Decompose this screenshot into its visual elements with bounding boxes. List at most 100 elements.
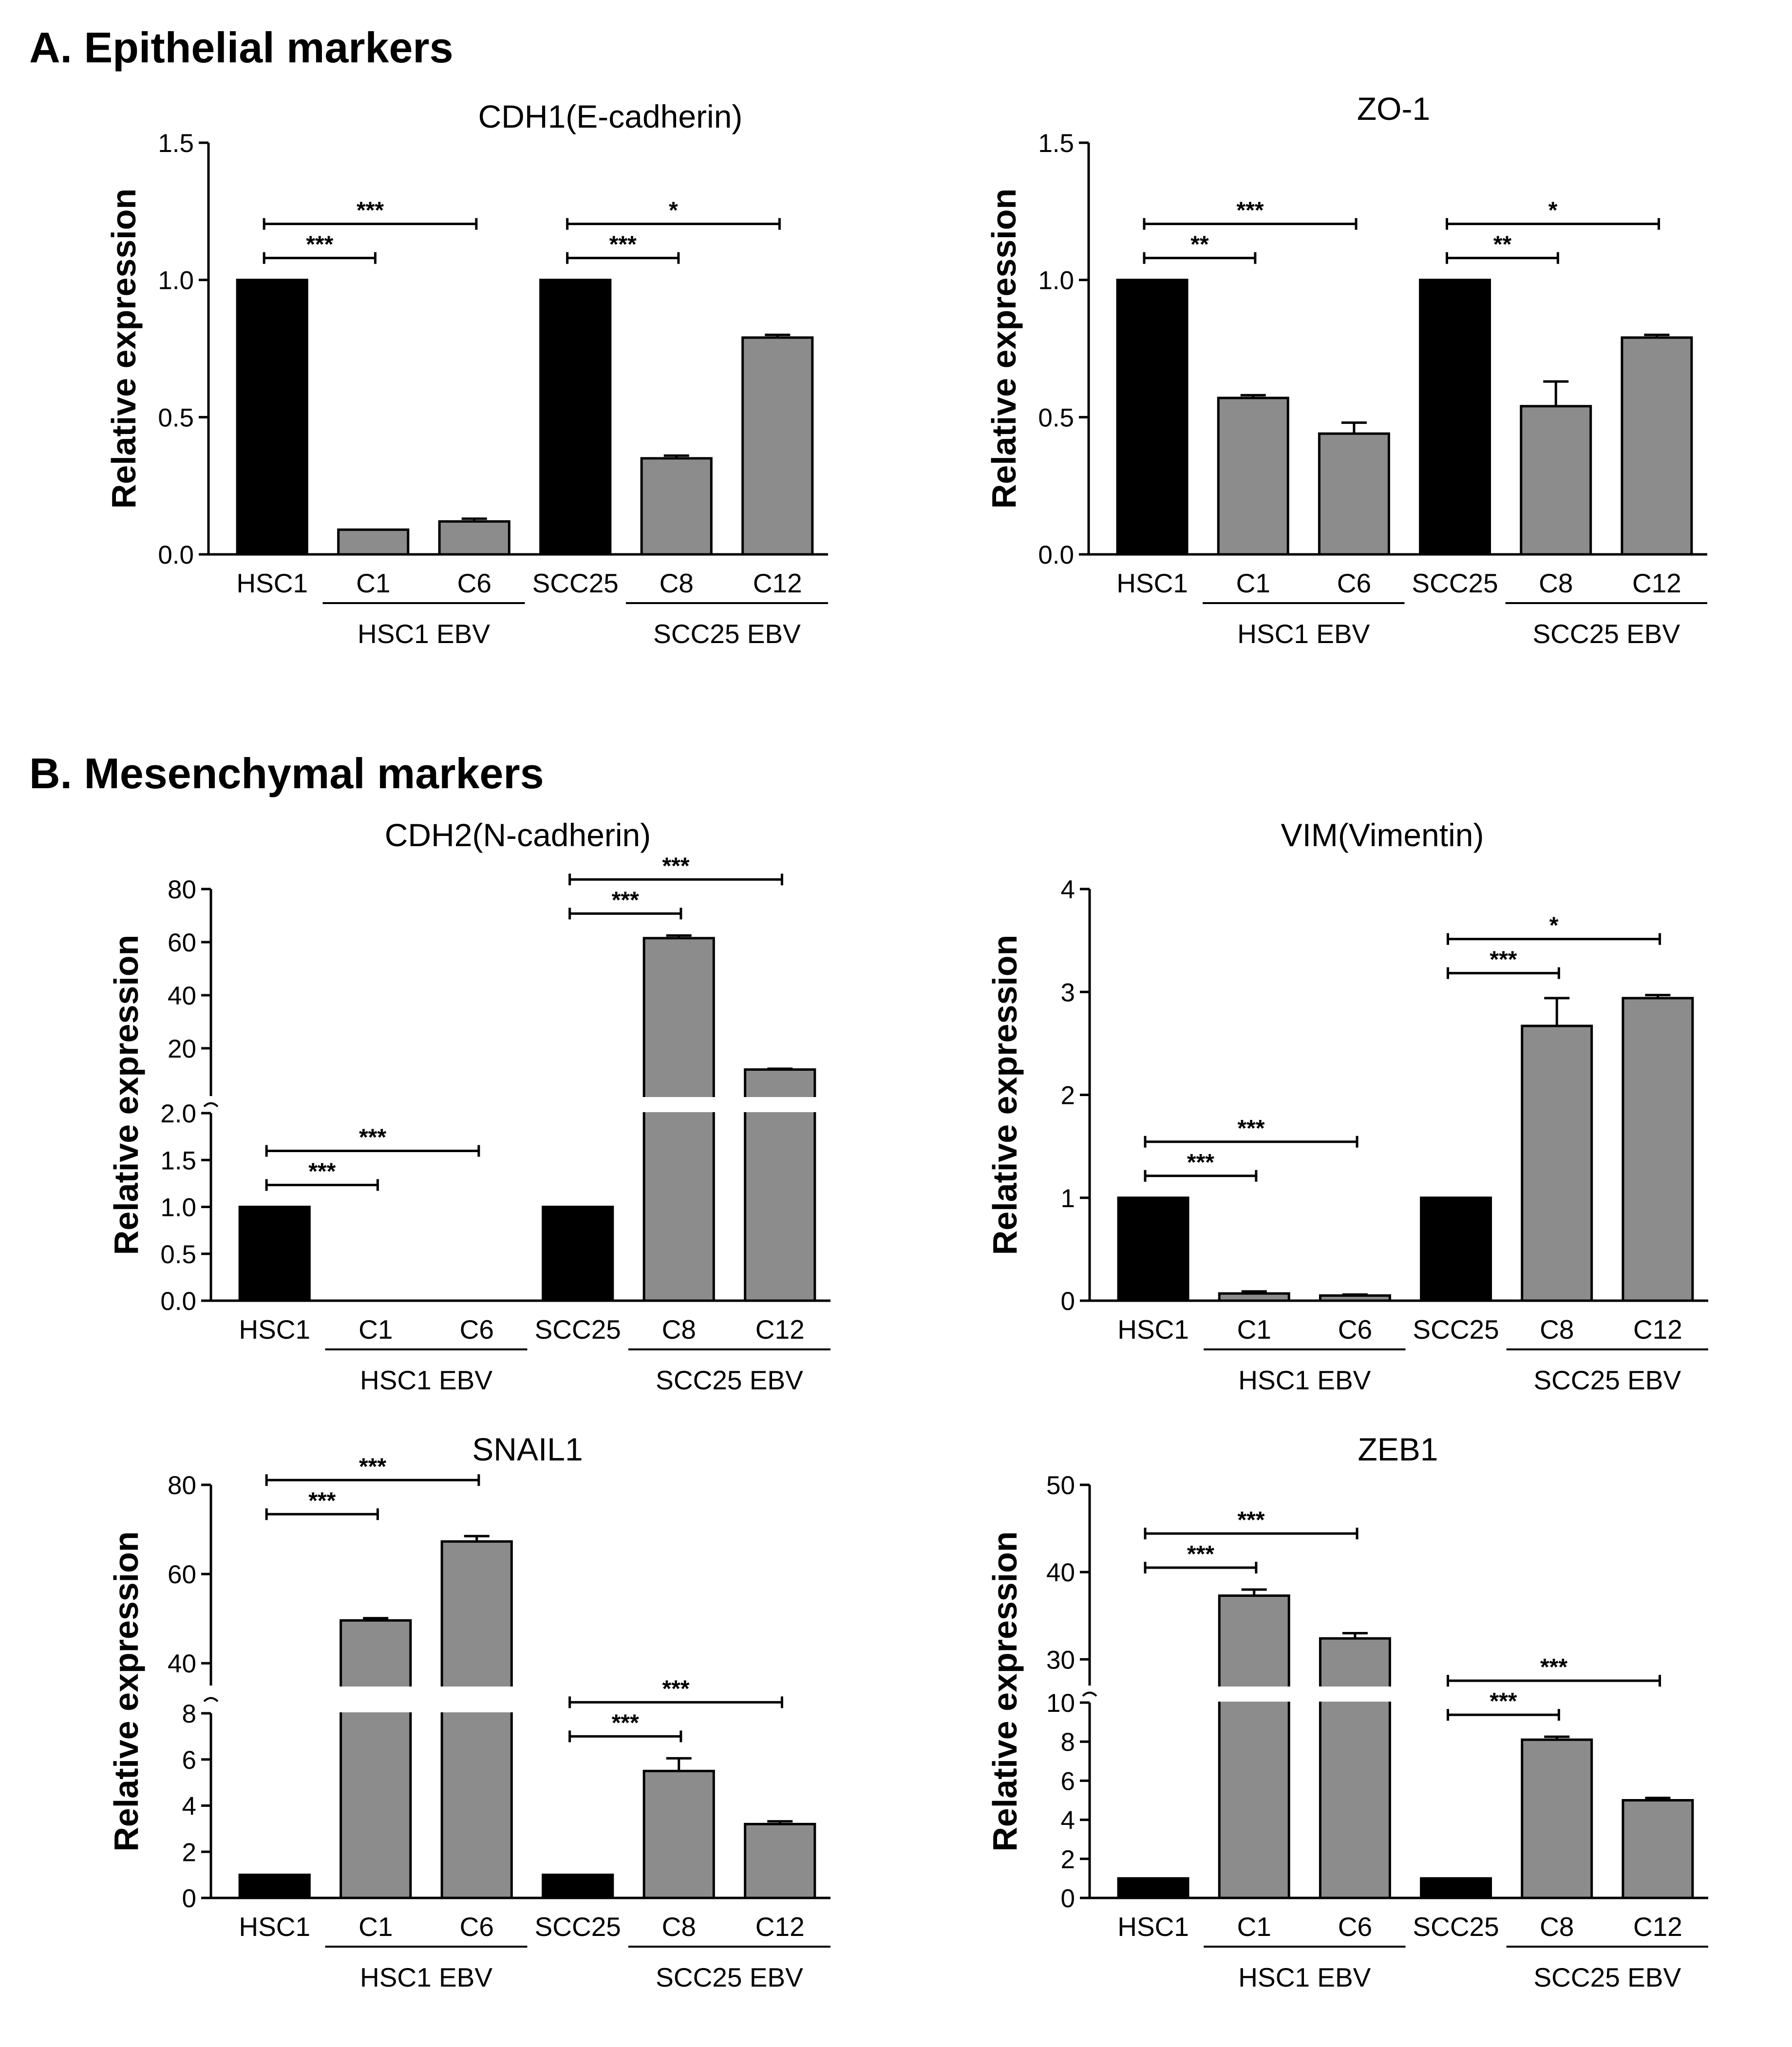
significance-label: *** — [1238, 1507, 1265, 1533]
x-tick-label: C8 — [1540, 1314, 1574, 1345]
bar-C1 — [1218, 1292, 1290, 1302]
y-tick-label: 0.5 — [160, 1240, 196, 1269]
significance-label: * — [1548, 198, 1558, 224]
chart-title: SNAIL1 — [472, 1431, 583, 1467]
y-tick-label: 40 — [168, 982, 196, 1010]
bar-SCC25 — [1420, 1196, 1492, 1302]
y-tick-label: 1.0 — [158, 266, 194, 295]
chart-6: ZEB1 Relative expression 0 2 4 6 8 10 30 40 50 HSC1… — [986, 1431, 1708, 1992]
bar-break-gap — [1318, 1687, 1392, 1702]
group-label: HSC1 EBV — [1238, 1962, 1371, 1992]
bar-C1 — [340, 1619, 412, 1899]
section-a-title: A. Epithelial markers — [29, 23, 453, 72]
significance-label: *** — [612, 1710, 639, 1736]
group-label: HSC1 EBV — [360, 1365, 492, 1395]
group-label: SCC25 EBV — [656, 1365, 803, 1395]
bar-C8 — [1520, 405, 1592, 556]
y-tick-label: 2 — [1061, 1845, 1075, 1874]
bar-break-gap — [339, 1687, 413, 1712]
bar-C6 — [1319, 1294, 1391, 1302]
x-tick-label: C8 — [660, 568, 694, 598]
y-tick-label: 4 — [1061, 875, 1075, 904]
y-tick-label: 60 — [168, 929, 196, 957]
y-tick-label: 6 — [182, 1746, 196, 1775]
y-tick-label: 0.5 — [158, 403, 194, 432]
x-tick-label: C6 — [457, 568, 491, 598]
y-tick-label: 1.5 — [1038, 129, 1074, 158]
y-tick-label: 30 — [1046, 1646, 1075, 1674]
y-tick-label: 0 — [1061, 1287, 1075, 1316]
significance-label: *** — [359, 1125, 386, 1151]
significance-label: *** — [1490, 947, 1517, 973]
x-tick-label: HSC1 — [236, 568, 308, 598]
y-axis-label: Relative expression — [986, 1531, 1024, 1852]
bar-SCC25 — [1419, 279, 1491, 556]
bar-C1 — [1217, 397, 1289, 556]
significance-label: *** — [662, 853, 690, 879]
significance-label: *** — [1237, 198, 1264, 224]
x-tick-label: C12 — [753, 568, 802, 598]
x-tick-label: C1 — [1236, 568, 1270, 598]
chart-4: VIM(Vimentin) Relative expression 0 1 2 3 4 HSC… — [986, 817, 1708, 1395]
y-axis-label: Relative expression — [986, 935, 1024, 1255]
x-tick-label: HSC1 — [1116, 568, 1188, 598]
chart-title: ZO-1 — [1357, 91, 1430, 127]
x-tick-label: SCC25 — [1413, 1912, 1499, 1942]
y-tick-label: 2.0 — [160, 1099, 196, 1128]
bar-break-gap — [642, 1097, 716, 1112]
significance-label: *** — [1238, 1116, 1265, 1141]
x-tick-label: C8 — [1539, 568, 1573, 598]
chart-5: SNAIL1 Relative expression 0 2 4 6 8 40 60 80 HSC1… — [107, 1431, 830, 1992]
bar-C6 — [1318, 432, 1390, 556]
bar-HSC1 — [238, 1206, 311, 1302]
significance-label: *** — [1540, 1654, 1567, 1680]
bar-SCC25 — [539, 279, 612, 556]
y-tick-label: 0.0 — [158, 541, 194, 569]
group-label: SCC25 EBV — [1534, 1365, 1681, 1395]
y-tick-label: 0.0 — [160, 1287, 196, 1316]
y-axis-label: Relative expression — [107, 935, 145, 1255]
significance-label: ** — [1190, 232, 1209, 258]
significance-label: *** — [662, 1676, 690, 1702]
bar-C6 — [438, 520, 510, 556]
y-tick-label: 20 — [168, 1035, 196, 1063]
y-tick-label: 8 — [1061, 1728, 1075, 1757]
y-axis-label: Relative expression — [985, 189, 1023, 509]
x-tick-label: SCC25 — [1412, 568, 1498, 598]
x-tick-label: SCC25 — [535, 1314, 621, 1345]
y-tick-label: 0 — [182, 1884, 196, 1913]
x-tick-label: C1 — [358, 1912, 393, 1942]
bar-C8 — [642, 937, 715, 1302]
bar-HSC1 — [1116, 279, 1188, 556]
significance-label: *** — [306, 232, 333, 258]
group-label: SCC25 EBV — [653, 619, 801, 649]
bar-HSC1 — [238, 1874, 311, 1899]
bar-C8 — [1521, 1738, 1593, 1899]
bar-C1 — [1218, 1594, 1290, 1899]
y-tick-label: 0.5 — [1038, 403, 1074, 432]
x-tick-label: C1 — [1237, 1912, 1271, 1942]
bar-C12 — [1621, 336, 1693, 556]
bar-break-gap — [1217, 1687, 1291, 1702]
x-tick-label: C12 — [755, 1912, 805, 1942]
bar-break-gap — [743, 1097, 817, 1112]
x-tick-label: C12 — [755, 1314, 805, 1345]
group-label: HSC1 EBV — [1237, 619, 1370, 649]
bar-C8 — [642, 1769, 715, 1899]
bar-C12 — [741, 336, 814, 556]
y-tick-label: 1.5 — [158, 129, 194, 158]
significance-label: *** — [1187, 1541, 1214, 1567]
axis-break-mark — [203, 1697, 219, 1702]
x-tick-label: C8 — [662, 1912, 696, 1942]
x-tick-label: C6 — [460, 1314, 494, 1345]
y-tick-label: 1.0 — [160, 1194, 196, 1222]
x-tick-label: C12 — [1633, 1314, 1682, 1345]
y-tick-label: 4 — [1061, 1806, 1075, 1835]
chart-title: ZEB1 — [1358, 1431, 1438, 1467]
axis-break-mark — [1082, 1691, 1097, 1697]
significance-label: * — [1549, 913, 1559, 939]
group-label: SCC25 EBV — [1534, 1962, 1681, 1992]
bar-C6 — [440, 1540, 513, 1899]
group-label: SCC25 EBV — [1533, 619, 1680, 649]
x-tick-label: HSC1 — [1117, 1912, 1189, 1942]
